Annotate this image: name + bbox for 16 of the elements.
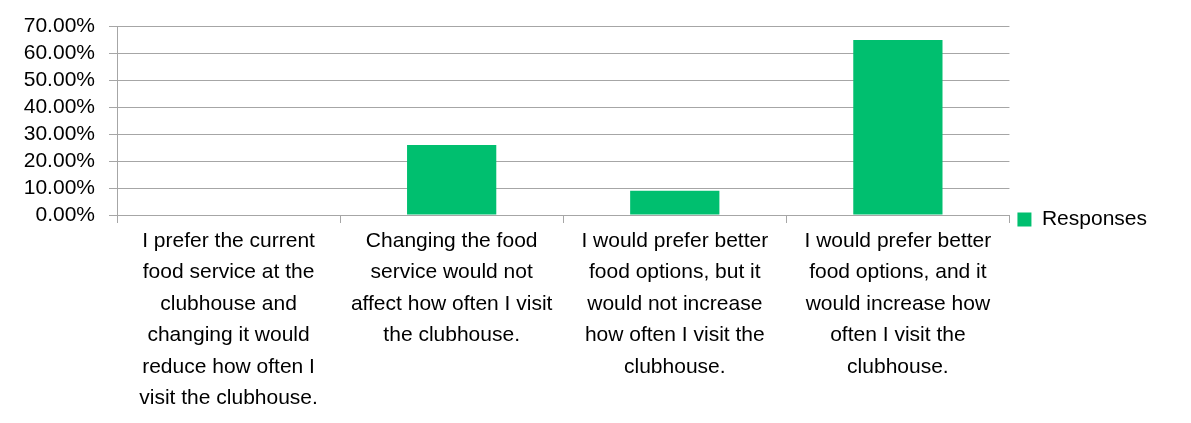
legend-label: Responses: [1041, 206, 1147, 230]
x-tick-label: I would prefer better food options, and it would increase how often I visit the clubhouse.: [804, 227, 992, 377]
x-tick-label: I prefer the current food service at the clubhouse and changing it would reduce how often I visit the clubhouse.: [139, 227, 318, 409]
y-tick-label: 70.00%: [23, 13, 95, 37]
y-tick-label: 30.00%: [23, 121, 95, 145]
x-tick-label: Changing the food service would not affect how often I visit the clubhouse.: [350, 227, 553, 346]
y-tick-label: 10.00%: [23, 174, 95, 198]
y-tick-label: 60.00%: [23, 40, 95, 64]
y-tick-label: 40.00%: [23, 94, 95, 118]
bar: [407, 145, 497, 215]
y-tick-label: 0.00%: [35, 201, 95, 225]
bar: [630, 190, 720, 215]
y-tick-label: 20.00%: [23, 147, 95, 171]
y-tick-label: 50.00%: [23, 67, 95, 91]
bar: [853, 40, 943, 215]
x-tick-label: I would prefer better food options, but it would not increase how often I visit the clubhouse.: [581, 227, 769, 377]
